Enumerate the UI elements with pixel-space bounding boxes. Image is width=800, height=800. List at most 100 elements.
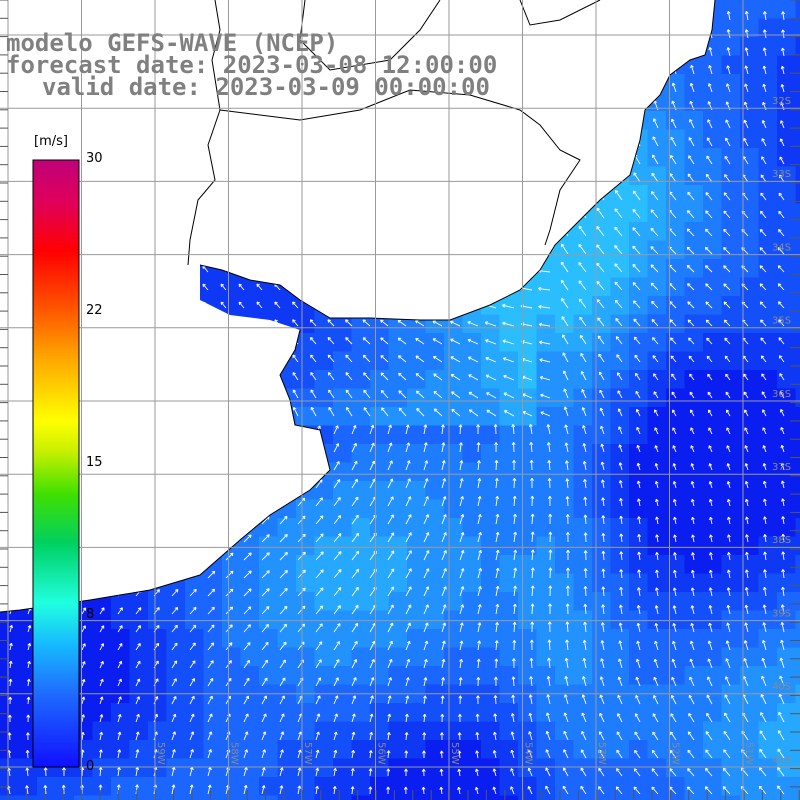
wind-arrow — [439, 786, 444, 795]
wind-arrow — [459, 640, 464, 651]
wind-arrow — [777, 265, 785, 273]
speed-cell — [573, 740, 593, 759]
speed-cell — [425, 647, 445, 667]
speed-cell — [536, 296, 556, 315]
wind-arrow — [404, 732, 409, 741]
speed-cell — [610, 647, 630, 667]
wind-arrow — [243, 606, 252, 615]
speed-cell — [277, 703, 297, 722]
wind-arrow — [530, 621, 535, 633]
lon-label: 55W — [449, 742, 460, 765]
wind-arrow — [761, 373, 767, 381]
speed-cell — [629, 166, 648, 186]
speed-cell — [647, 610, 667, 630]
wind-arrow — [207, 642, 215, 651]
speed-cell — [166, 647, 186, 667]
speed-cell — [333, 592, 352, 611]
speed-cell — [573, 795, 593, 800]
wind-arrow — [309, 336, 317, 345]
wind-arrow — [477, 531, 482, 543]
speed-cell — [629, 425, 648, 445]
wind-arrow — [527, 767, 533, 777]
wind-arrow — [369, 460, 376, 471]
speed-cell — [333, 518, 352, 537]
speed-cell — [277, 296, 297, 315]
speed-cell — [740, 647, 759, 667]
speed-cell — [462, 777, 482, 796]
wind-arrow — [689, 409, 695, 417]
speed-cell — [758, 296, 778, 315]
wind-arrow — [117, 607, 123, 615]
wind-arrow — [547, 639, 552, 651]
speed-cell — [351, 333, 371, 352]
speed-cell — [0, 721, 19, 741]
wind-arrow — [637, 569, 641, 579]
wind-arrow — [405, 550, 412, 561]
speed-cell — [573, 629, 593, 648]
wind-arrow — [477, 513, 482, 525]
wind-arrow — [780, 84, 785, 93]
wind-arrow — [654, 587, 659, 597]
speed-cell — [314, 388, 334, 408]
speed-cell — [777, 610, 796, 630]
wind-arrow — [261, 534, 270, 543]
wind-arrow — [763, 11, 767, 21]
wind-arrow — [387, 622, 394, 633]
wind-arrow — [781, 29, 785, 39]
lat-label: 33S — [772, 169, 791, 180]
wind-arrow — [779, 675, 785, 687]
speed-cell — [240, 740, 260, 759]
wind-arrow — [687, 768, 695, 777]
speed-cell — [388, 703, 408, 722]
wind-arrow — [726, 29, 731, 39]
wind-arrow — [705, 192, 713, 201]
speed-cell — [536, 536, 556, 556]
speed-cell — [148, 592, 167, 611]
wind-arrow — [726, 480, 731, 489]
wind-arrow — [459, 568, 465, 579]
speed-cell — [647, 259, 667, 278]
speed-cell — [111, 758, 130, 778]
speed-cell — [592, 703, 611, 722]
wind-arrow — [650, 246, 659, 255]
speed-cell — [481, 758, 500, 778]
speed-cell — [370, 777, 389, 796]
wind-arrow — [688, 355, 695, 363]
wind-arrow — [562, 767, 569, 777]
speed-cell — [647, 148, 667, 167]
wind-arrow — [333, 425, 339, 435]
wind-arrow — [686, 786, 695, 795]
wind-arrow — [777, 283, 785, 291]
speed-cell — [370, 555, 389, 574]
wind-arrow — [632, 208, 641, 219]
speed-cell — [777, 555, 796, 574]
speed-cell — [351, 777, 371, 796]
wind-arrow — [778, 693, 785, 705]
speed-cell — [222, 296, 241, 315]
wind-arrow — [451, 408, 461, 417]
speed-cell — [388, 721, 408, 741]
speed-cell — [721, 0, 741, 19]
wind-arrow — [722, 767, 731, 777]
speed-cell — [388, 610, 408, 630]
wind-arrow — [62, 767, 66, 777]
lat-label: 38S — [772, 535, 791, 546]
speed-cell — [610, 721, 630, 741]
wind-arrow — [485, 374, 497, 381]
wind-arrow — [723, 228, 731, 237]
wind-arrow — [415, 390, 425, 399]
wind-arrow — [654, 622, 659, 633]
speed-cell — [758, 647, 778, 667]
wind-arrow — [243, 624, 251, 633]
wind-arrow — [530, 585, 535, 597]
wind-arrow — [707, 373, 713, 381]
speed-cell — [573, 666, 593, 685]
wind-arrow — [297, 749, 302, 759]
speed-cell — [444, 518, 463, 537]
wind-arrow — [745, 551, 749, 561]
lon-label: 52W — [670, 742, 681, 765]
wind-arrow — [171, 713, 177, 723]
speed-cell — [518, 592, 537, 611]
speed-cell — [407, 795, 426, 800]
